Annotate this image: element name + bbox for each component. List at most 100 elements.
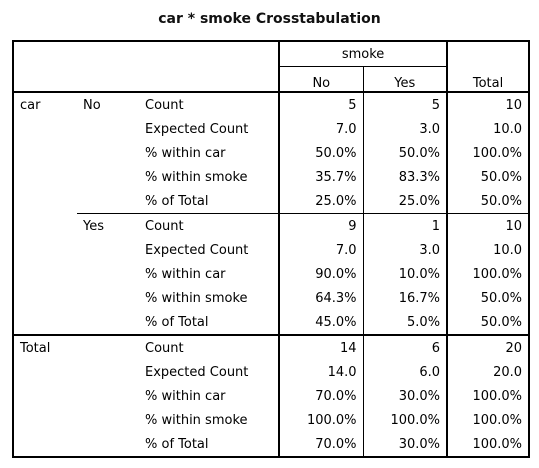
row-variable-label — [13, 262, 77, 286]
total-header-spacer — [446, 41, 530, 67]
table-row: % within smoke 100.0% 100.0% 100.0% — [13, 408, 530, 432]
column-header-no: No — [278, 66, 364, 92]
cell-value-no: 50.0% — [278, 141, 364, 165]
cell-value-no: 90.0% — [278, 262, 364, 286]
row-variable-label — [13, 165, 77, 189]
row-variable-label — [13, 214, 77, 239]
cell-value-no: 7.0 — [278, 117, 364, 141]
statistic-label: % within car — [145, 266, 226, 282]
table-row: % of Total 25.0% 25.0% 50.0% — [13, 189, 530, 214]
statistic-label: Expected Count — [145, 242, 249, 258]
statistic-label: % of Total — [145, 436, 209, 452]
statistic-label: % of Total — [145, 193, 209, 209]
table-row: Expected Count 14.0 6.0 20.0 — [13, 360, 530, 384]
statistic-label: % of Total — [145, 314, 209, 330]
cell-value-total: 10 — [446, 91, 530, 117]
table-row: % within smoke 64.3% 16.7% 50.0% — [13, 286, 530, 310]
cell-value-no: 9 — [278, 213, 364, 238]
row-category-label: Yes — [77, 213, 139, 238]
cell-value-no: 25.0% — [278, 189, 364, 214]
cell-value-yes: 10.0% — [362, 262, 448, 286]
table-row: % within smoke 35.7% 83.3% 50.0% — [13, 165, 530, 189]
cell-value-no: 5 — [278, 91, 364, 117]
column-header-total: Total — [446, 66, 530, 92]
cell-value-total: 100.0% — [446, 141, 530, 165]
statistic-label: % within smoke — [145, 290, 248, 306]
row-category-label — [77, 117, 139, 141]
header-corner-lower — [13, 67, 279, 93]
row-variable-label: car — [13, 91, 77, 117]
statistic-label: % within car — [145, 388, 226, 404]
cell-value-total: 50.0% — [446, 286, 530, 310]
statistic-label: Count — [139, 91, 280, 117]
cell-value-total: 20 — [446, 334, 530, 360]
cell-value-no: 70.0% — [278, 384, 364, 408]
table-row: % of Total 45.0% 5.0% 50.0% — [13, 310, 530, 335]
row-variable-label — [13, 310, 77, 335]
cell-value-no: 14.0 — [278, 360, 364, 384]
statistic-label: % within smoke — [145, 169, 248, 185]
table-row: Total Count 14 6 20 — [13, 334, 530, 360]
cell-value-yes: 50.0% — [362, 141, 448, 165]
cell-value-yes: 30.0% — [362, 384, 448, 408]
row-category-label — [77, 334, 139, 360]
cell-value-yes: 30.0% — [362, 432, 448, 457]
cell-value-no: 45.0% — [278, 310, 364, 335]
header-row-variable: smoke — [13, 41, 530, 67]
row-category-label — [77, 408, 139, 432]
cell-value-yes: 1 — [362, 213, 448, 238]
table-row: % within car 70.0% 30.0% 100.0% — [13, 384, 530, 408]
table-row: % within car 50.0% 50.0% 100.0% — [13, 141, 530, 165]
header-corner — [13, 41, 279, 67]
cell-value-total: 10.0 — [446, 117, 530, 141]
row-category-label — [77, 165, 139, 189]
cell-value-yes: 83.3% — [362, 165, 448, 189]
table-row: car No Count 5 5 10 — [13, 91, 530, 117]
column-header-yes: Yes — [362, 66, 448, 92]
table-row: Yes Count 9 1 10 — [13, 213, 530, 239]
statistic-label: Expected Count — [145, 364, 249, 380]
row-category-label — [77, 360, 139, 384]
cell-value-total: 50.0% — [446, 165, 530, 189]
cell-value-total: 10 — [446, 213, 530, 238]
cell-value-total: 50.0% — [446, 310, 530, 335]
statistic-label: Expected Count — [145, 121, 249, 137]
cell-value-yes: 5 — [362, 91, 448, 117]
cell-value-no: 7.0 — [278, 238, 364, 262]
row-category-label — [77, 384, 139, 408]
table-title: car * smoke Crosstabulation — [158, 11, 381, 27]
statistic-label: % within car — [145, 145, 226, 161]
row-category-label — [77, 310, 139, 335]
cell-value-total: 100.0% — [446, 432, 530, 457]
column-variable-header: smoke — [278, 41, 448, 67]
cell-value-yes: 16.7% — [362, 286, 448, 310]
cell-value-yes: 100.0% — [362, 408, 448, 432]
cell-value-yes: 6 — [362, 334, 448, 360]
row-category-label — [77, 286, 139, 310]
cell-value-no: 14 — [278, 334, 364, 360]
row-category-label — [77, 141, 139, 165]
cell-value-total: 10.0 — [446, 238, 530, 262]
cell-value-yes: 3.0 — [362, 238, 448, 262]
statistic-label: Count — [139, 213, 280, 238]
statistic-label: % within smoke — [145, 412, 248, 428]
row-variable-label — [13, 238, 77, 262]
row-variable-label — [13, 408, 77, 432]
row-variable-label — [13, 117, 77, 141]
cell-value-no: 70.0% — [278, 432, 364, 457]
cell-value-no: 100.0% — [278, 408, 364, 432]
row-category-label — [77, 238, 139, 262]
cell-value-yes: 3.0 — [362, 117, 448, 141]
cell-value-total: 100.0% — [446, 384, 530, 408]
cell-value-total: 50.0% — [446, 189, 530, 214]
cell-value-no: 35.7% — [278, 165, 364, 189]
table-row: Expected Count 7.0 3.0 10.0 — [13, 238, 530, 262]
row-variable-label — [13, 286, 77, 310]
table-row: % of Total 70.0% 30.0% 100.0% — [13, 432, 530, 457]
table-row: Expected Count 7.0 3.0 10.0 — [13, 117, 530, 141]
cell-value-total: 100.0% — [446, 408, 530, 432]
row-category-label — [77, 189, 139, 214]
row-category-label — [77, 262, 139, 286]
row-category-label — [77, 432, 139, 457]
